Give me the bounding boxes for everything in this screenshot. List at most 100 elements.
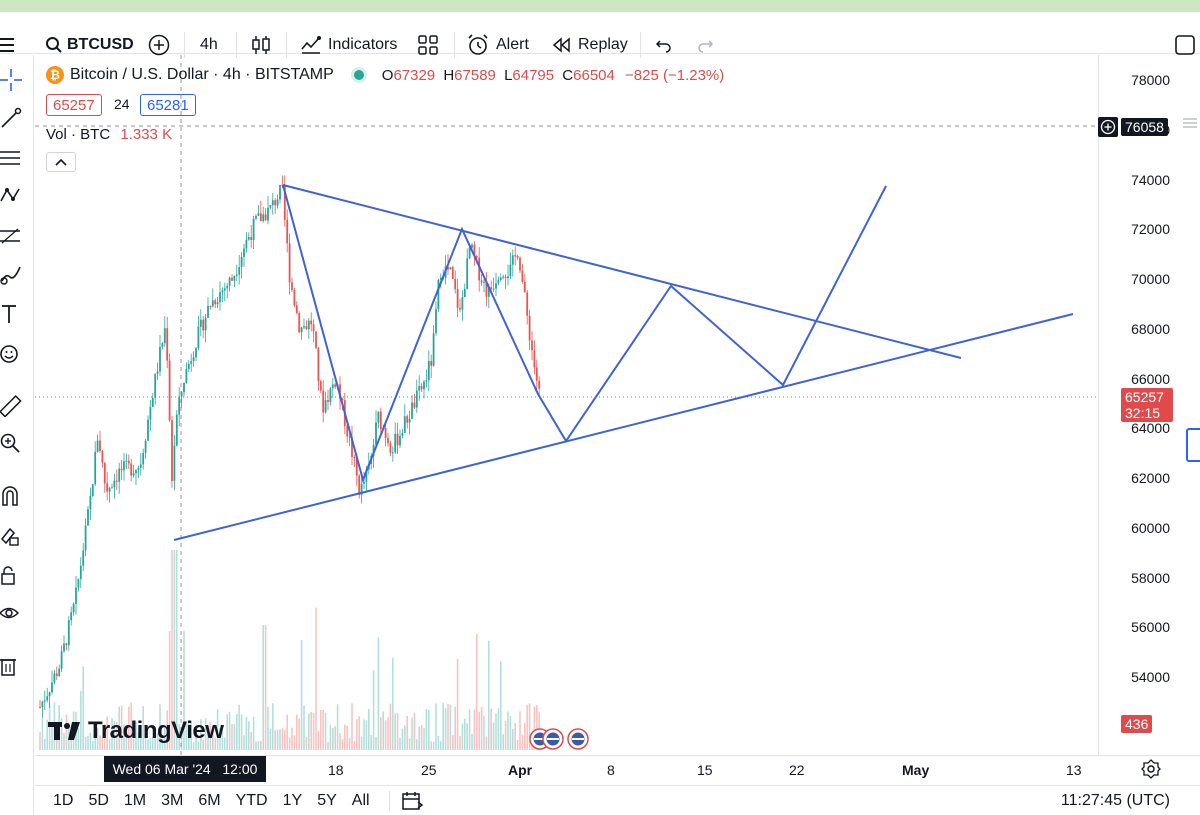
calendar-range-icon[interactable]: [401, 791, 424, 811]
trend-line-icon[interactable]: [0, 107, 22, 129]
triangle-lower-trendline: [173, 313, 1074, 541]
brush-icon[interactable]: [0, 263, 22, 285]
redo-button[interactable]: [696, 24, 714, 66]
candle-body: [423, 381, 425, 390]
volume-bar: [269, 728, 272, 750]
replay-button[interactable]: Replay: [552, 24, 628, 66]
candle-body: [475, 255, 478, 258]
symbol-search-button[interactable]: BTCUSD: [45, 24, 134, 66]
add-alert-button[interactable]: [1098, 117, 1118, 137]
candle-body: [425, 380, 428, 382]
volume-bar: [519, 711, 521, 750]
indicators-button[interactable]: Indicators: [300, 24, 397, 66]
price-axis[interactable]: [1098, 55, 1200, 755]
volume-bar: [168, 630, 171, 750]
volume-bar: [228, 711, 231, 750]
volume-bar: [389, 703, 392, 750]
range-3m[interactable]: 3M: [161, 791, 184, 809]
candle-body: [58, 668, 61, 676]
volume-bar: [456, 658, 459, 750]
plus-circle-icon: [148, 34, 170, 56]
candle-body: [51, 682, 53, 693]
candle-body: [43, 700, 46, 702]
volume-bar: [183, 631, 185, 750]
candle-body: [233, 275, 236, 281]
volume-bar: [130, 702, 132, 750]
volume-bar: [195, 724, 197, 750]
volume-bar: [243, 735, 245, 750]
scroll-handle[interactable]: [1186, 428, 1200, 462]
utc-clock[interactable]: 11:27:45 (UTC): [1060, 791, 1170, 809]
candle-body: [305, 326, 308, 330]
volume-bar: [332, 727, 334, 750]
ruler-icon[interactable]: [0, 395, 22, 417]
range-1y[interactable]: 1Y: [282, 791, 303, 809]
lock-icon[interactable]: [0, 565, 22, 587]
chart-canvas[interactable]: [35, 55, 1098, 755]
magnet-icon[interactable]: [0, 485, 22, 507]
layouts-button[interactable]: [417, 24, 439, 66]
volume-bar: [428, 709, 430, 750]
compare-button[interactable]: [148, 24, 170, 66]
chart-type-button[interactable]: [250, 24, 272, 66]
alert-button[interactable]: Alert: [466, 24, 529, 66]
volume-bar: [370, 735, 372, 750]
eye-icon[interactable]: [0, 603, 22, 625]
range-6m[interactable]: 6M: [198, 791, 221, 809]
volume-bar: [154, 730, 156, 750]
candle-body: [279, 184, 281, 200]
volume-bar: [101, 737, 104, 750]
volume-bar: [108, 738, 111, 750]
range-5d[interactable]: 5D: [88, 791, 109, 809]
trash-icon[interactable]: [0, 655, 22, 677]
volume-bar: [310, 711, 312, 750]
range-all[interactable]: All: [351, 791, 370, 809]
buy-button[interactable]: 65281: [140, 94, 196, 116]
fullscreen-button[interactable]: [1174, 24, 1196, 66]
volume-bar: [401, 728, 404, 750]
crosshair-price-tag: 76058: [1121, 118, 1168, 136]
gear-icon[interactable]: [1141, 759, 1161, 779]
legend-title[interactable]: Bitcoin / U.S. Dollar · 4h · BITSTAMP: [70, 66, 334, 83]
ohlc-open: 67329: [393, 66, 436, 84]
emoji-icon[interactable]: [0, 343, 22, 365]
indicators-label: Indicators: [328, 36, 398, 53]
zoom-icon[interactable]: [0, 433, 22, 455]
sell-button[interactable]: 65257: [46, 94, 102, 116]
candle-body: [127, 460, 130, 464]
settings-lines-icon[interactable]: [1183, 116, 1197, 130]
range-ytd[interactable]: YTD: [235, 791, 268, 809]
volume-bar: [375, 737, 377, 750]
range-1m[interactable]: 1M: [123, 791, 147, 809]
candle-body: [274, 200, 277, 206]
time-axis[interactable]: [35, 755, 1200, 785]
text-icon[interactable]: [0, 303, 22, 325]
candle-body: [178, 396, 181, 415]
candle-body: [483, 281, 485, 283]
candle-body: [310, 320, 313, 325]
candle-body: [413, 402, 416, 408]
price-label: 70000: [1131, 271, 1170, 287]
lock-drawing-icon[interactable]: [0, 525, 22, 547]
crosshair-icon[interactable]: [0, 69, 22, 91]
collapse-legend-button[interactable]: [46, 152, 76, 172]
volume-bar: [245, 716, 248, 750]
candle-body: [346, 426, 349, 437]
volume-bar: [159, 704, 161, 750]
volume-bar: [291, 727, 293, 750]
candle-body: [418, 386, 421, 391]
us-flag-stripe: [572, 738, 584, 740]
pattern-icon[interactable]: [0, 185, 22, 207]
candle-body: [348, 436, 351, 438]
fib-icon[interactable]: [0, 225, 22, 247]
volume-bar: [533, 706, 536, 750]
menu-button[interactable]: [0, 24, 14, 66]
range-1d[interactable]: 1D: [53, 791, 74, 809]
undo-button[interactable]: [655, 24, 673, 66]
candle-body: [456, 289, 459, 308]
volume-bar: [166, 710, 168, 750]
candle-body: [70, 612, 73, 621]
range-5y[interactable]: 5Y: [317, 791, 337, 809]
interval-button[interactable]: 4h: [200, 24, 218, 66]
horizontal-lines-icon[interactable]: [0, 147, 22, 169]
